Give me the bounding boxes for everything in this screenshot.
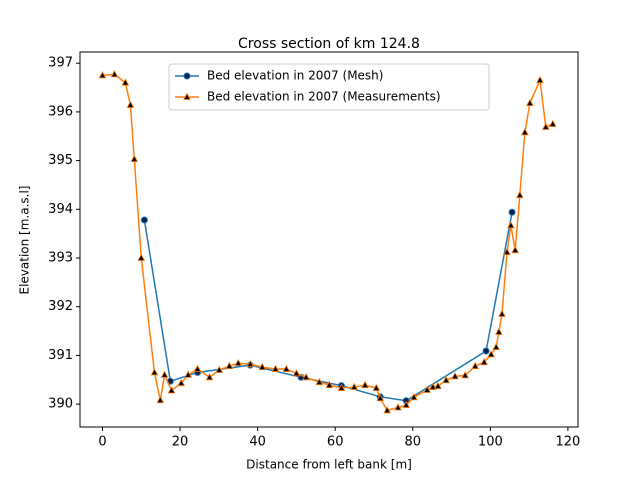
x-tick-label: 20 (172, 435, 189, 450)
data-point (376, 393, 385, 402)
data-point (383, 406, 392, 414)
data-point (515, 190, 524, 199)
data-point (434, 381, 442, 389)
data-point (246, 359, 255, 368)
data-point (156, 395, 165, 404)
data-point (492, 342, 501, 351)
data-point (498, 309, 506, 317)
data-point (361, 380, 369, 389)
data-point (482, 347, 490, 355)
data-point (258, 362, 267, 370)
x-tick-label: 40 (249, 435, 266, 450)
legend-marker (183, 72, 191, 80)
data-point (480, 357, 489, 366)
y-tick-label: 396 (48, 104, 73, 119)
y-tick-label: 390 (48, 397, 73, 412)
x-tick-label: 0 (98, 435, 106, 450)
data-point (429, 382, 437, 390)
legend-box (168, 63, 490, 111)
y-axis-label: Elevation [m.a.s.l] (18, 186, 32, 295)
data-point (526, 98, 534, 107)
data-point (130, 154, 139, 163)
data-point (511, 245, 520, 254)
legend: Bed elevation in 2007 (Mesh) Bed elevatio… (168, 63, 490, 111)
data-point (98, 71, 107, 79)
data-point (205, 372, 214, 381)
data-point (487, 350, 495, 358)
data-point (536, 75, 544, 84)
data-point (184, 370, 193, 378)
data-point (150, 368, 159, 376)
y-tick-label: 394 (48, 202, 73, 217)
y-tick-label: 392 (48, 299, 73, 314)
data-point (350, 382, 359, 390)
data-point (337, 383, 346, 391)
x-tick-label: 120 (556, 435, 581, 450)
data-point (167, 386, 176, 394)
data-point (520, 128, 529, 136)
data-point (160, 370, 169, 378)
data-point (140, 216, 148, 224)
data-point (410, 392, 418, 401)
data-point (372, 383, 381, 391)
data-point (271, 364, 280, 372)
series-line (143, 212, 513, 402)
x-tick-label: 100 (478, 435, 503, 450)
data-point (507, 221, 515, 229)
data-point (423, 385, 431, 393)
axes-frame (79, 51, 579, 428)
data-point (325, 380, 334, 389)
data-point (225, 361, 234, 370)
data-point (541, 122, 550, 130)
data-point (548, 119, 557, 127)
legend-marker (183, 92, 191, 100)
data-point (471, 361, 480, 370)
y-tick-label: 395 (48, 153, 73, 168)
legend-label: Bed elevation in 2007 (Mesh) (207, 69, 383, 83)
data-point (126, 100, 135, 108)
data-point (508, 208, 516, 216)
data-point (394, 403, 402, 411)
series (98, 70, 557, 414)
data-point (193, 364, 202, 372)
data-point (302, 372, 310, 381)
y-tick-label: 391 (48, 348, 73, 363)
data-point (461, 371, 470, 379)
y-tick-label: 393 (48, 251, 73, 266)
data-point (110, 70, 119, 78)
data-point (292, 369, 301, 377)
x-axis-label: Distance from left bank [m] (246, 458, 412, 472)
data-point (402, 400, 411, 408)
data-point (177, 378, 186, 387)
data-point (215, 365, 224, 373)
data-point (121, 78, 130, 86)
data-point (495, 327, 503, 335)
y-tick-label: 397 (48, 56, 73, 71)
data-point (315, 377, 324, 386)
chart-title: Cross section of km 124.8 (238, 36, 420, 52)
data-point (451, 372, 459, 380)
legend-label: Bed elevation in 2007 (Measurements) (207, 90, 441, 104)
data-point (137, 253, 146, 261)
data-point (282, 364, 291, 372)
data-point (503, 247, 511, 256)
data-point (442, 375, 450, 384)
x-tick-label: 80 (405, 435, 422, 450)
data-point (234, 358, 243, 367)
x-tick-label: 60 (327, 435, 344, 450)
